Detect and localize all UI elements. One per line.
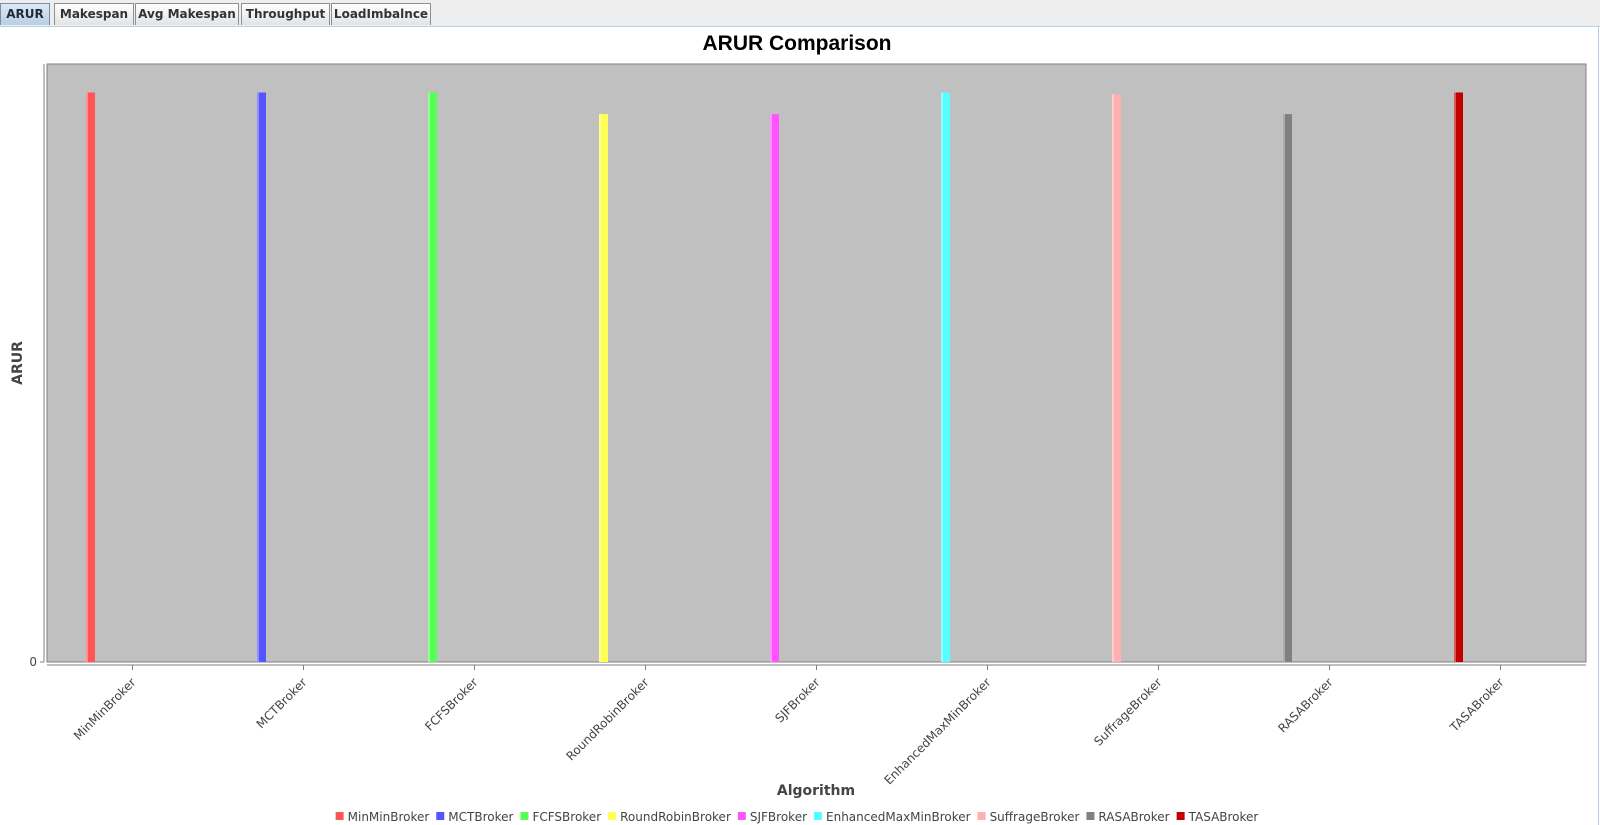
x-tick-label: TASABroker: [1447, 675, 1507, 735]
x-tick-label: FCFSBroker: [422, 675, 481, 734]
bar-rasabroker: [1283, 114, 1292, 662]
bar-roundrobinbroker: [599, 114, 608, 662]
legend-swatch-rasabroker: [1086, 812, 1095, 820]
legend-swatch-suffragebroker: [977, 812, 986, 820]
x-tick-label: EnhancedMaxMinBroker: [882, 675, 994, 787]
bar-tasabroker: [1454, 92, 1463, 662]
bars-group: [86, 92, 1463, 663]
bar-suffragebroker: [1112, 94, 1121, 663]
legend-label: RASABroker: [1098, 810, 1169, 824]
legend-label: MCTBroker: [448, 810, 513, 824]
plot-area: [46, 63, 1587, 663]
bar-fcfsbroker: [428, 92, 437, 662]
legend-label: SJFBroker: [750, 810, 807, 824]
bar-highlight-tasabroker: [1454, 92, 1456, 662]
x-tick-label: SJFBroker: [772, 675, 822, 725]
bar-highlight-sjfbroker: [770, 114, 772, 662]
x-tick-label: MinMinBroker: [71, 675, 139, 743]
bar-highlight-roundrobinbroker: [599, 114, 601, 662]
bar-enhancedmaxminbroker: [941, 92, 950, 662]
legend-label: TASABroker: [1188, 810, 1259, 824]
bar-highlight-minminbroker: [86, 92, 88, 662]
legend-label: MinMinBroker: [348, 810, 430, 824]
legend-swatch-sjfbroker: [737, 812, 746, 820]
x-axis-label: Algorithm: [777, 783, 855, 799]
chart-title: ARUR Comparison: [702, 32, 891, 55]
y-ticks-group: 0: [29, 655, 44, 669]
tab-throughput[interactable]: Throughput: [241, 3, 330, 25]
x-ticks-group: MinMinBroker MCTBroker FCFSBroker RoundRobi…: [71, 665, 1507, 787]
legend-swatch-roundrobinbroker: [608, 812, 617, 820]
legend-swatch-tasabroker: [1176, 812, 1185, 820]
legend-swatch-enhancedmaxminbroker: [814, 812, 823, 820]
x-tick-label: MCTBroker: [254, 675, 310, 731]
bar-mctbroker: [257, 92, 266, 662]
legend-label: SuffrageBroker: [990, 810, 1080, 824]
legend-swatch-minminbroker: [335, 812, 344, 820]
legend-label: FCFSBroker: [532, 810, 601, 824]
y-tick-label: 0: [29, 655, 37, 669]
tab-makespan[interactable]: Makespan: [54, 3, 134, 25]
x-tick-label: RoundRobinBroker: [563, 675, 651, 763]
legend-label: RoundRobinBroker: [620, 810, 731, 824]
bar-highlight-enhancedmaxminbroker: [941, 92, 943, 662]
tab-bar: ARUR Makespan Avg Makespan Throughput Lo…: [0, 0, 1600, 27]
legend-label: EnhancedMaxMinBroker: [826, 810, 971, 824]
bar-minminbroker: [86, 92, 95, 662]
bar-highlight-suffragebroker: [1112, 94, 1114, 663]
legend: MinMinBroker MCTBroker FCFSBroker RoundRobi…: [335, 810, 1259, 824]
tab-loadimbalnce[interactable]: LoadImbalnce: [331, 3, 431, 25]
y-axis-label: ARUR: [10, 341, 26, 385]
x-tick-label: SuffrageBroker: [1091, 675, 1164, 748]
legend-swatch-mctbroker: [436, 812, 445, 820]
tab-avg-makespan[interactable]: Avg Makespan: [135, 3, 239, 25]
bar-highlight-rasabroker: [1283, 114, 1285, 662]
bar-highlight-mctbroker: [257, 92, 259, 662]
bar-highlight-fcfsbroker: [428, 92, 430, 662]
tab-arur[interactable]: ARUR: [0, 3, 50, 25]
legend-swatch-fcfsbroker: [520, 812, 529, 820]
x-tick-label: RASABroker: [1275, 675, 1335, 735]
bar-sjfbroker: [770, 114, 779, 662]
